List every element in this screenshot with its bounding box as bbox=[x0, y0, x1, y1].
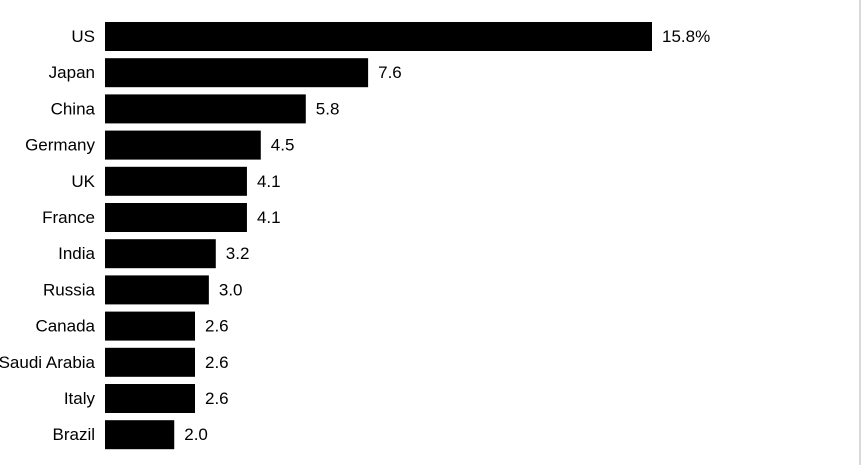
bar-germany bbox=[105, 130, 261, 160]
bar-france bbox=[105, 203, 247, 232]
value-label-uk: 4.1 bbox=[257, 172, 281, 191]
category-label-brazil: Brazil bbox=[52, 425, 95, 444]
category-label-us: US bbox=[71, 27, 95, 46]
bar-uk bbox=[105, 166, 247, 196]
value-label-germany: 4.5 bbox=[271, 136, 295, 155]
value-labels: 15.8% 7.6 5.8 4.5 4.1 4.1 3.2 3.0 2.6 2.6 2.6 2.0 bbox=[184, 27, 710, 444]
value-label-india: 3.2 bbox=[226, 244, 250, 263]
category-label-canada: Canada bbox=[35, 317, 95, 336]
value-label-china: 5.8 bbox=[316, 99, 340, 118]
bar-saudi-arabia bbox=[105, 347, 196, 377]
bar-india bbox=[105, 239, 216, 269]
bar-russia bbox=[105, 275, 209, 305]
category-label-italy: Italy bbox=[64, 389, 96, 408]
value-label-italy: 2.6 bbox=[205, 389, 229, 408]
value-label-canada: 2.6 bbox=[205, 317, 229, 336]
bar-italy bbox=[105, 384, 196, 413]
value-label-japan: 7.6 bbox=[378, 63, 402, 82]
category-label-france: France bbox=[42, 208, 95, 227]
value-label-saudi-arabia: 2.6 bbox=[205, 353, 229, 372]
category-labels: US Japan China Germany UK France India Russia Ca… bbox=[0, 27, 96, 444]
category-label-uk: UK bbox=[71, 172, 95, 191]
category-label-china: China bbox=[51, 99, 96, 118]
category-label-russia: Russia bbox=[43, 280, 96, 299]
value-label-us: 15.8% bbox=[662, 27, 710, 46]
value-label-france: 4.1 bbox=[257, 208, 281, 227]
bars bbox=[105, 22, 652, 450]
value-label-russia: 3.0 bbox=[219, 280, 243, 299]
category-label-india: India bbox=[58, 244, 95, 263]
bar-china bbox=[105, 94, 306, 124]
bar-canada bbox=[105, 311, 196, 341]
frame-edge bbox=[859, 0, 861, 465]
category-label-japan: Japan bbox=[49, 63, 95, 82]
bar-japan bbox=[105, 58, 369, 88]
category-label-germany: Germany bbox=[25, 136, 95, 155]
value-label-brazil: 2.0 bbox=[184, 425, 208, 444]
bar-brazil bbox=[105, 420, 175, 450]
category-label-saudi-arabia: Saudi Arabia bbox=[0, 353, 96, 372]
bar-us bbox=[105, 22, 652, 51]
